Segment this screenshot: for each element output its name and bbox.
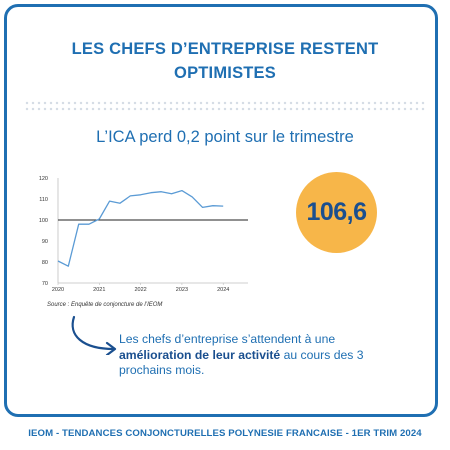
ica-line-chart: 70 80 90 100 110 120 2020 2021 2022 2023 2024 (39, 176, 248, 293)
x-tick-label: 2024 (217, 287, 229, 293)
x-tick-label: 2021 (93, 287, 105, 293)
ica-series-line (57, 189, 224, 267)
note-text-end: au cours des 3 prochains mois. (119, 347, 364, 378)
note-text-start: Les chefs d’entreprise s’attendent à une (119, 332, 336, 346)
y-tick-label: 70 (42, 281, 48, 287)
x-tick-label: 2023 (176, 287, 188, 293)
chart-source: Source : Enquête de conjoncture de l’IEO… (47, 302, 163, 308)
note-text-bold: amélioration de leur activité (119, 347, 281, 362)
footer-text: IEOM - TENDANCES CONJONCTURELLES POLYNES… (28, 428, 422, 439)
ica-value-badge: 106,6 (296, 172, 377, 253)
title-line-1: LES CHEFS D’ENTREPRISE RESTENT (71, 40, 379, 58)
dotted-divider (24, 100, 426, 112)
y-tick-label: 80 (42, 260, 48, 266)
outlook-note: Les chefs d’entreprise s’attendent à une… (119, 332, 409, 379)
subtitle: L’ICA perd 0,2 point sur le trimestre (96, 128, 354, 146)
y-tick-label: 90 (42, 239, 48, 245)
curved-arrow-icon (71, 315, 117, 355)
title-line-2: OPTIMISTES (174, 64, 276, 82)
y-tick-label: 100 (39, 218, 48, 224)
y-tick-label: 110 (39, 197, 48, 203)
x-tick-label: 2020 (52, 287, 64, 293)
ica-value: 106,6 (306, 198, 367, 226)
x-tick-label: 2022 (134, 287, 146, 293)
y-tick-label: 120 (39, 176, 48, 182)
page-title: LES CHEFS D’ENTREPRISE RESTENT OPTIMISTE… (0, 37, 450, 85)
